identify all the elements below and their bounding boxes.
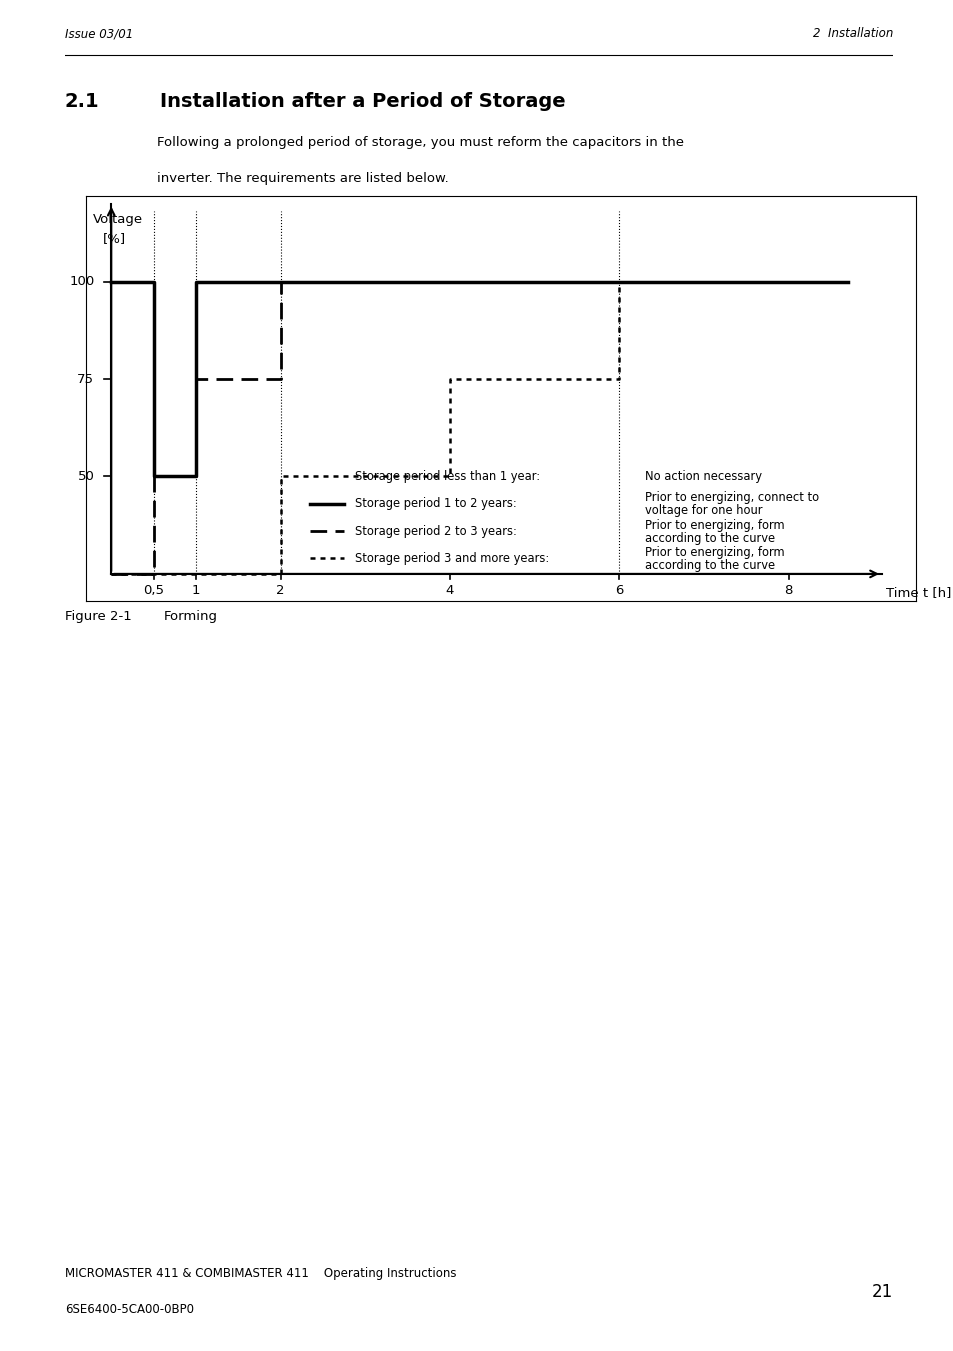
Text: 50: 50 — [77, 470, 94, 484]
Text: Time t [h]: Time t [h] — [885, 585, 950, 598]
Text: according to the curve: according to the curve — [644, 559, 774, 571]
Text: Forming: Forming — [164, 611, 218, 623]
Text: Issue 03/01: Issue 03/01 — [65, 27, 133, 41]
Text: Prior to energizing, form: Prior to energizing, form — [644, 546, 783, 559]
Text: Storage period 2 to 3 years:: Storage period 2 to 3 years: — [355, 524, 517, 538]
Text: 21: 21 — [871, 1282, 892, 1301]
Text: inverter. The requirements are listed below.: inverter. The requirements are listed be… — [157, 172, 449, 185]
Text: Installation after a Period of Storage: Installation after a Period of Storage — [160, 92, 565, 111]
Text: 4: 4 — [445, 584, 454, 597]
Text: 2.1: 2.1 — [65, 92, 99, 111]
Text: Storage period less than 1 year:: Storage period less than 1 year: — [355, 470, 539, 484]
Text: Prior to energizing, form: Prior to energizing, form — [644, 519, 783, 532]
Text: 1: 1 — [192, 584, 200, 597]
Text: 6: 6 — [615, 584, 623, 597]
Text: 6SE6400-5CA00-0BP0: 6SE6400-5CA00-0BP0 — [65, 1302, 193, 1316]
Text: 2  Installation: 2 Installation — [812, 27, 892, 41]
Text: 8: 8 — [783, 584, 792, 597]
Text: Figure 2-1: Figure 2-1 — [65, 611, 132, 623]
Text: Following a prolonged period of storage, you must reform the capacitors in the: Following a prolonged period of storage,… — [157, 136, 683, 150]
Text: Storage period 3 and more years:: Storage period 3 and more years: — [355, 551, 549, 565]
Text: Voltage: Voltage — [92, 212, 143, 226]
Text: MICROMASTER 411 & COMBIMASTER 411    Operating Instructions: MICROMASTER 411 & COMBIMASTER 411 Operat… — [65, 1267, 456, 1281]
Text: 2: 2 — [276, 584, 285, 597]
Text: No action necessary: No action necessary — [644, 470, 761, 484]
Text: 0,5: 0,5 — [143, 584, 164, 597]
Text: 100: 100 — [69, 276, 94, 288]
Text: [%]: [%] — [103, 232, 126, 246]
Text: Storage period 1 to 2 years:: Storage period 1 to 2 years: — [355, 497, 517, 511]
Text: according to the curve: according to the curve — [644, 531, 774, 544]
Text: 75: 75 — [77, 373, 94, 385]
Text: Prior to energizing, connect to: Prior to energizing, connect to — [644, 492, 818, 504]
Text: voltage for one hour: voltage for one hour — [644, 504, 761, 517]
